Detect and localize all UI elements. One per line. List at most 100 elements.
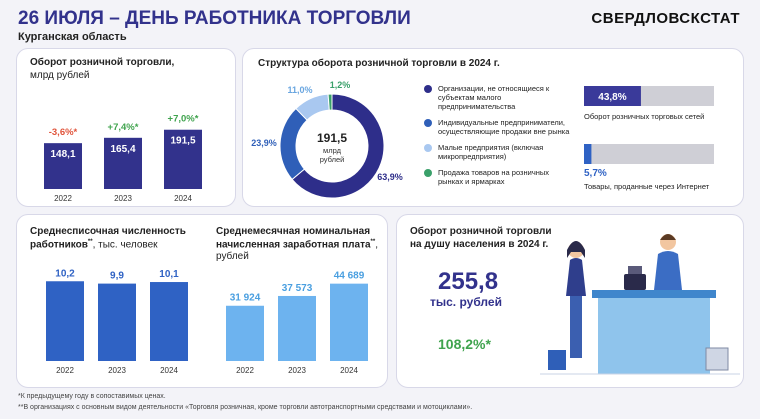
bar-2023 [98,283,136,361]
slice-label: 11,0% [287,85,312,95]
employees-bar-chart: 10,2 2022 9,9 2023 10,1 2024 [46,268,188,375]
bar-value-label: 165,4 [110,144,135,155]
share-value-label: 43,8% [598,92,626,103]
percapita-unit: тыс. рублей [430,295,502,309]
x-tick-label: 2023 [288,366,306,375]
region-label: Курганская область [18,31,127,43]
percapita-title: Оборот розничной торговли на душу населе… [410,226,551,251]
bar-value-label: 37 573 [282,283,313,294]
bar-value-label: 9,9 [110,271,124,282]
share-value-label: 5,7% [584,168,607,179]
trash-bin [705,347,729,371]
bar-value-label: 44 689 [334,271,365,282]
legend-item-small-business: Малые предприятия (включая микропредприя… [424,143,574,161]
shop-illustration [540,234,740,375]
counter [598,296,710,374]
percapita-title-text: Оборот розничной торговли [410,226,552,237]
customer-body [566,258,586,296]
percapita-value: 255,8 [438,268,499,295]
percapita-title-text2: на душу населения в 2024 г. [410,238,549,250]
x-tick-label: 2022 [54,194,72,203]
bar-2022 [46,281,84,361]
salary-unit: , [375,238,378,250]
legend-item-markets: Продажа товаров на розничных рынках и яр… [424,168,574,186]
growth-label: -3,6%* [49,127,78,138]
turnover-bar-chart: 148,1 2022 165,4 2023 191,5 2024 -3,6%* +7,4%* +… [44,114,202,203]
cashier-body [654,251,682,290]
donut-center-value: 191,5 [317,131,347,145]
bar-value-label: 148,1 [50,149,75,160]
customer-hair [567,241,585,258]
legend-label: Организации, не относящиеся к субъектам … [438,84,550,111]
footnote-1: *К предыдущему году в сопоставимых ценах… [18,393,166,400]
cash-register-screen [628,266,642,274]
bar-2023 [278,295,316,361]
x-tick-label: 2022 [56,366,74,375]
footnote-2: **В организациях с основным видом деятел… [18,404,473,411]
legend-label: Индивидуальные предприниматели, осуществ… [438,118,570,136]
legend-dot [424,119,432,127]
cash-register [624,274,646,290]
basket [548,350,566,370]
percapita-growth: 108,2%* [438,336,491,352]
structure-card [242,48,744,207]
legend-label: Продажа товаров на розничных рынках и яр… [438,168,550,186]
bar-value-label: 31 924 [230,293,261,304]
share-caption: Оборот розничных торговых сетей [584,112,704,121]
footnote-mark: ** [370,238,376,245]
employees-title-text2: работников [30,238,88,250]
legend-item-organizations: Организации, не относящиеся к субъектам … [424,84,574,111]
legend-label: Малые предприятия (включая микропредприя… [438,143,544,161]
donut-slice [279,107,308,181]
brand-logo: СВЕРДЛОВСКСТАТ [591,10,740,27]
share-fill [584,86,641,106]
x-tick-label: 2023 [108,366,126,375]
salary-title-text2: начисленная заработная плата [216,238,371,250]
share-fill [584,144,592,164]
salary-title-text: Среднемесячная номинальная [216,226,371,237]
bar-value-label: 10,1 [159,269,179,280]
employees-title-text: Среднесписочная численность [30,226,186,237]
structure-title: Структура оборота розничной торговли в 2… [258,58,500,69]
donut-slice [327,93,333,111]
legend-dot [424,169,432,177]
legend-dot [424,144,432,152]
bar-2022 [44,143,82,189]
x-tick-label: 2022 [236,366,254,375]
slice-label: 63,9% [377,172,403,182]
bar-2024 [164,129,202,189]
share-bars: 43,8% Оборот розничных торговых сетей 5,7%… [584,86,714,191]
x-tick-label: 2024 [174,194,192,203]
customer-legs [570,296,582,358]
salary-title: Среднемесячная номинальная начисленная з… [216,226,378,264]
bar-2022 [226,305,264,361]
share-track [584,144,714,164]
bar-value-label: 191,5 [170,136,195,147]
employees-unit: , тыс. человек [92,238,158,250]
x-tick-label: 2024 [160,366,178,375]
donut-center-unit: млрд [323,146,342,155]
salary-unit-rub: рублей [216,251,249,263]
counter-top [592,290,716,298]
bar-value-label: 10,2 [55,268,75,279]
donut-center-unit: рублей [320,155,345,164]
turnover-title: Оборот розничной торговли, млрд рублей [30,57,174,82]
legend-item-entrepreneurs: Индивидуальные предприниматели, осуществ… [424,118,574,136]
slice-label: 23,9% [251,138,277,148]
donut-slice [291,93,385,199]
x-tick-label: 2024 [340,366,358,375]
turnover-unit: млрд рублей [30,69,90,81]
page-title: 26 ИЮЛЯ – ДЕНЬ РАБОТНИКА ТОРГОВЛИ [18,8,411,29]
bar-2024 [150,282,188,361]
x-tick-label: 2023 [114,194,132,203]
legend-dot [424,85,432,93]
employees-title: Среднесписочная численность работников**… [30,226,186,251]
footnote-mark: ** [87,238,93,245]
cashier-hair [660,234,676,240]
growth-label: +7,0%* [168,114,199,125]
slice-label: 1,2% [330,80,351,90]
salary-bar-chart: 31 924 2022 37 573 2023 44 689 2024 [226,271,368,375]
growth-label: +7,4%* [108,122,139,133]
